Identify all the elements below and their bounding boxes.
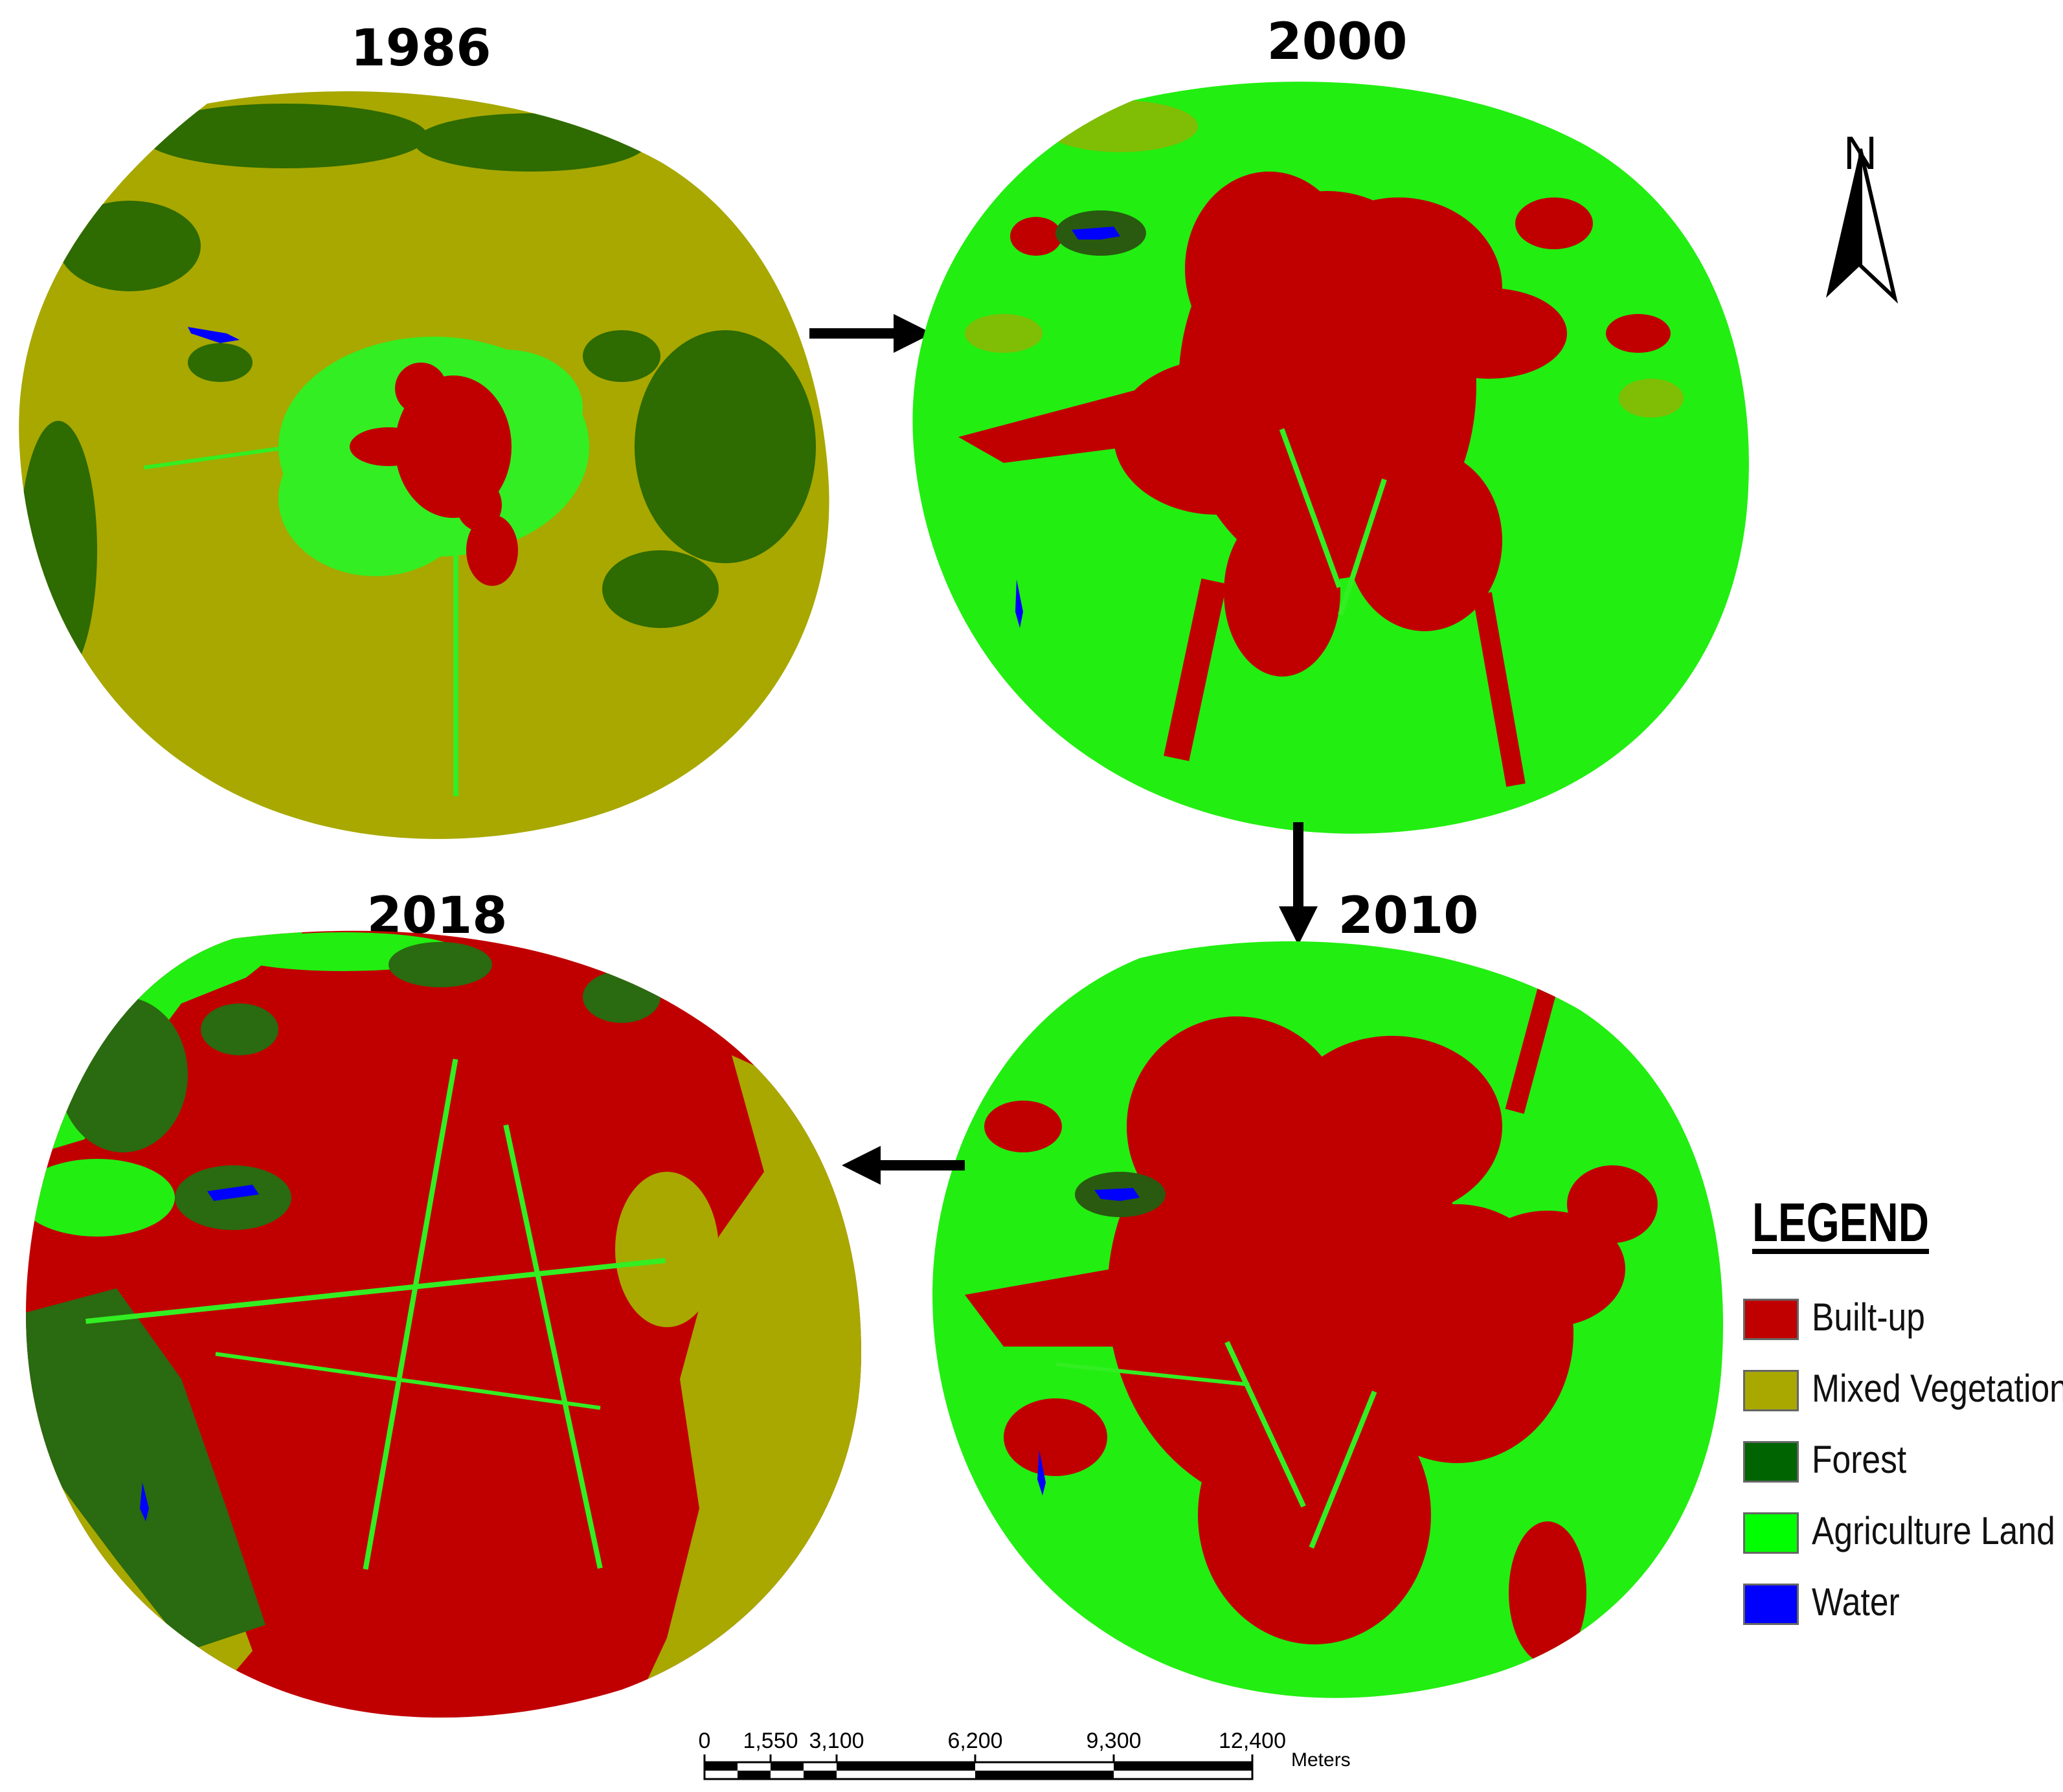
scale-tick-1550: 1,550 xyxy=(743,1729,798,1753)
north-arrow-icon xyxy=(1826,148,1899,304)
legend-swatch-forest xyxy=(1743,1441,1799,1483)
legend-label-mixed-vegetation: Mixed Vegetation xyxy=(1812,1367,2063,1410)
legend-label-agriculture-land: Agriculture Land xyxy=(1812,1509,2055,1552)
map-panel-1986 xyxy=(13,84,842,848)
arrow-right-icon xyxy=(809,314,932,353)
legend-swatch-water xyxy=(1743,1584,1799,1625)
scale-units: Meters xyxy=(1291,1749,1351,1771)
scale-bar-graphic xyxy=(703,1754,1254,1780)
legend-item-built-up: Built-up xyxy=(1743,1295,2054,1347)
arrow-down-icon xyxy=(1279,822,1318,945)
legend-swatch-agriculture-land xyxy=(1743,1512,1799,1554)
map-panel-2018 xyxy=(19,926,874,1735)
legend-item-agriculture-land: Agriculture Land xyxy=(1743,1508,2055,1560)
scale-tick-9300: 9,300 xyxy=(1086,1729,1142,1753)
legend-swatch-built-up xyxy=(1743,1299,1799,1340)
legend-label-built-up: Built-up xyxy=(1812,1295,1925,1339)
scale-tick-12400: 12,400 xyxy=(1219,1729,1286,1753)
scale-bar: 0 1,550 3,100 6,200 9,300 12,400 Meters xyxy=(686,1729,1386,1787)
map-year-label-1986: 1986 xyxy=(350,19,491,78)
legend-item-mixed-vegetation: Mixed Vegetation xyxy=(1743,1366,2063,1418)
legend-item-water: Water xyxy=(1743,1580,2054,1631)
legend-swatch-mixed-vegetation xyxy=(1743,1370,1799,1411)
scale-tick-3100: 3,100 xyxy=(809,1729,864,1753)
arrow-left-icon xyxy=(842,1146,965,1185)
scale-tick-6200: 6,200 xyxy=(947,1729,1003,1753)
legend-label-forest: Forest xyxy=(1812,1438,1907,1481)
map-year-label-2000: 2000 xyxy=(1267,13,1408,71)
legend-label-water: Water xyxy=(1812,1580,1900,1624)
legend-item-forest: Forest xyxy=(1743,1437,2054,1489)
map-panel-2010 xyxy=(926,932,1729,1709)
map-panel-2000 xyxy=(907,74,1761,838)
scale-tick-0: 0 xyxy=(698,1729,711,1753)
map-year-label-2010: 2010 xyxy=(1338,887,1479,945)
map-legend: LEGEND Built-up Mixed Vegetation Forest … xyxy=(1733,1178,2063,1657)
legend-title: LEGEND xyxy=(1752,1192,1930,1253)
